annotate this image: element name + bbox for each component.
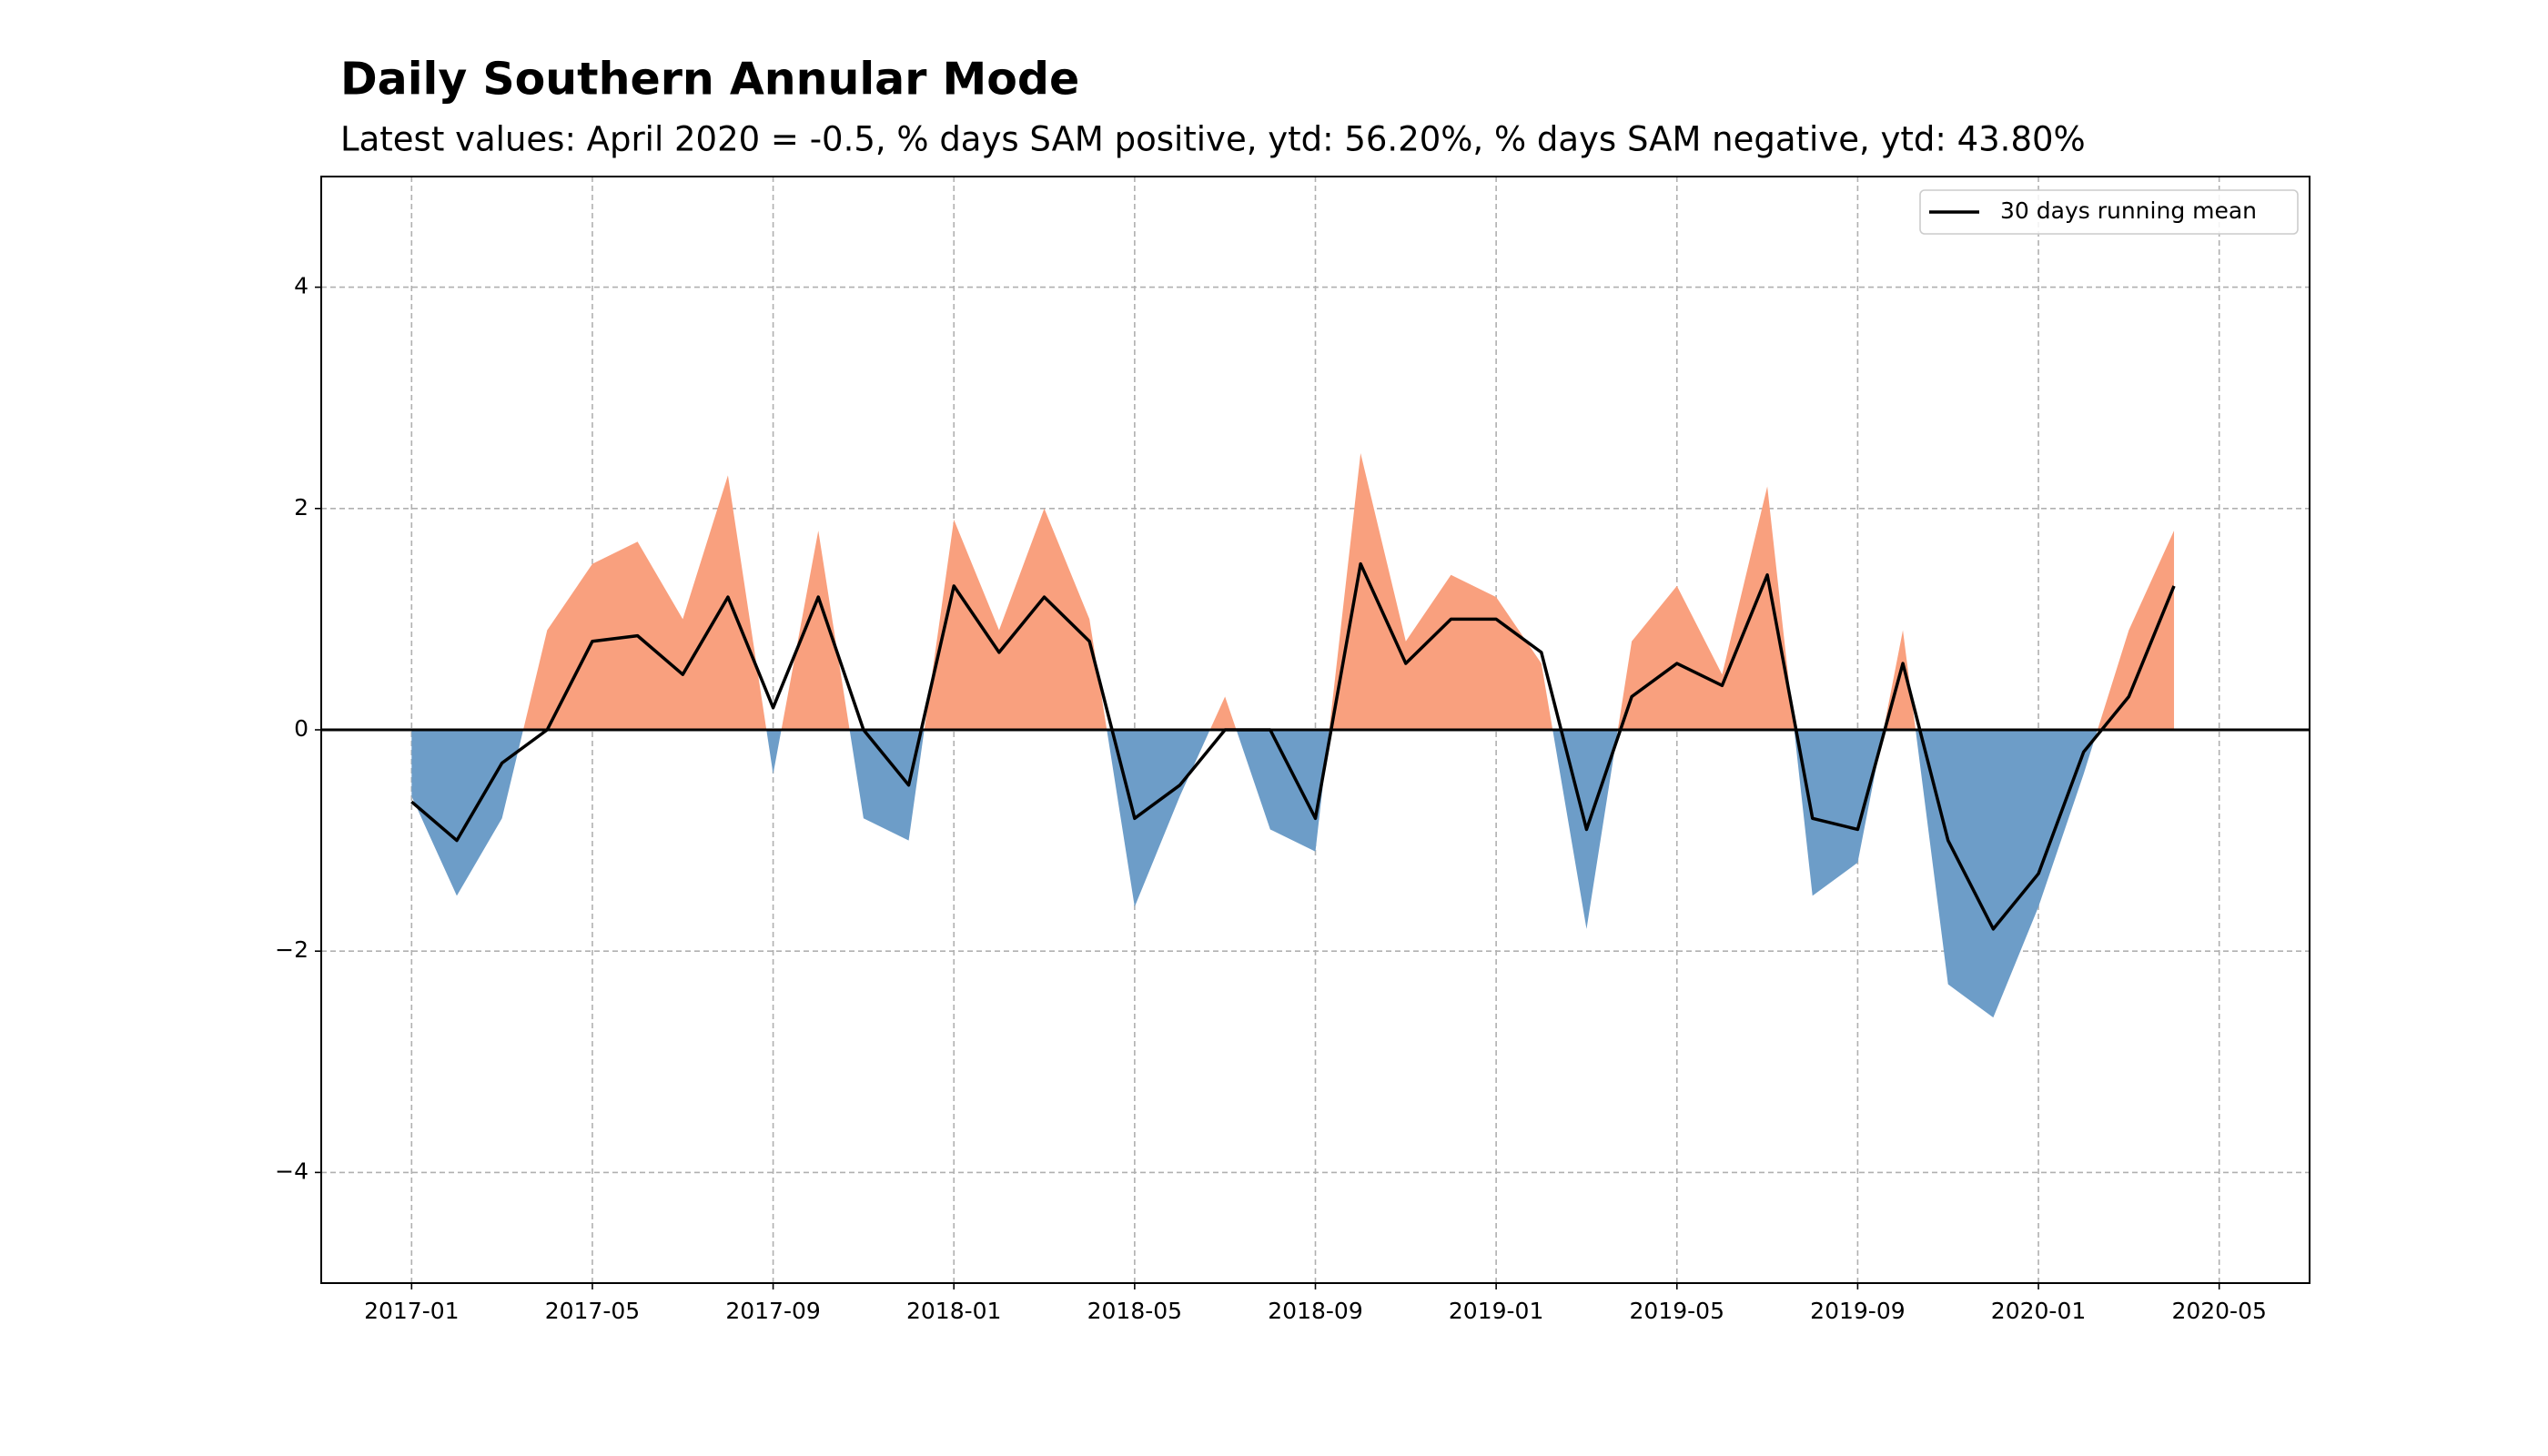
x-tick-label: 2019-01 xyxy=(1449,1298,1543,1324)
chart-subtitle: Latest values: April 2020 = -0.5, % days… xyxy=(340,120,2086,159)
y-tick-label: 2 xyxy=(294,494,308,521)
x-tick-label: 2017-01 xyxy=(364,1298,459,1324)
x-tick-label: 2020-01 xyxy=(1991,1298,2086,1324)
legend-label: 30 days running mean xyxy=(2000,197,2257,224)
legend-box xyxy=(1919,189,2299,235)
negative-area xyxy=(411,730,2175,1018)
x-tick-label: 2020-05 xyxy=(2171,1298,2266,1324)
y-tick-label: 0 xyxy=(294,715,308,742)
y-tick-label: −2 xyxy=(275,936,308,963)
x-tick-label: 2017-05 xyxy=(545,1298,640,1324)
x-tick-label: 2019-09 xyxy=(1810,1298,1905,1324)
plot-frame xyxy=(320,176,2310,1284)
x-tick-label: 2018-09 xyxy=(1268,1298,1362,1324)
y-tick-label: −4 xyxy=(275,1158,308,1184)
x-tick-label: 2018-01 xyxy=(906,1298,1001,1324)
y-tick-label: 4 xyxy=(294,273,308,299)
x-tick-label: 2018-05 xyxy=(1087,1298,1182,1324)
chart-title: Daily Southern Annular Mode xyxy=(340,54,1079,106)
running-mean-line xyxy=(410,561,2176,931)
x-tick-label: 2019-05 xyxy=(1630,1298,1724,1324)
x-tick-label: 2017-09 xyxy=(725,1298,820,1324)
